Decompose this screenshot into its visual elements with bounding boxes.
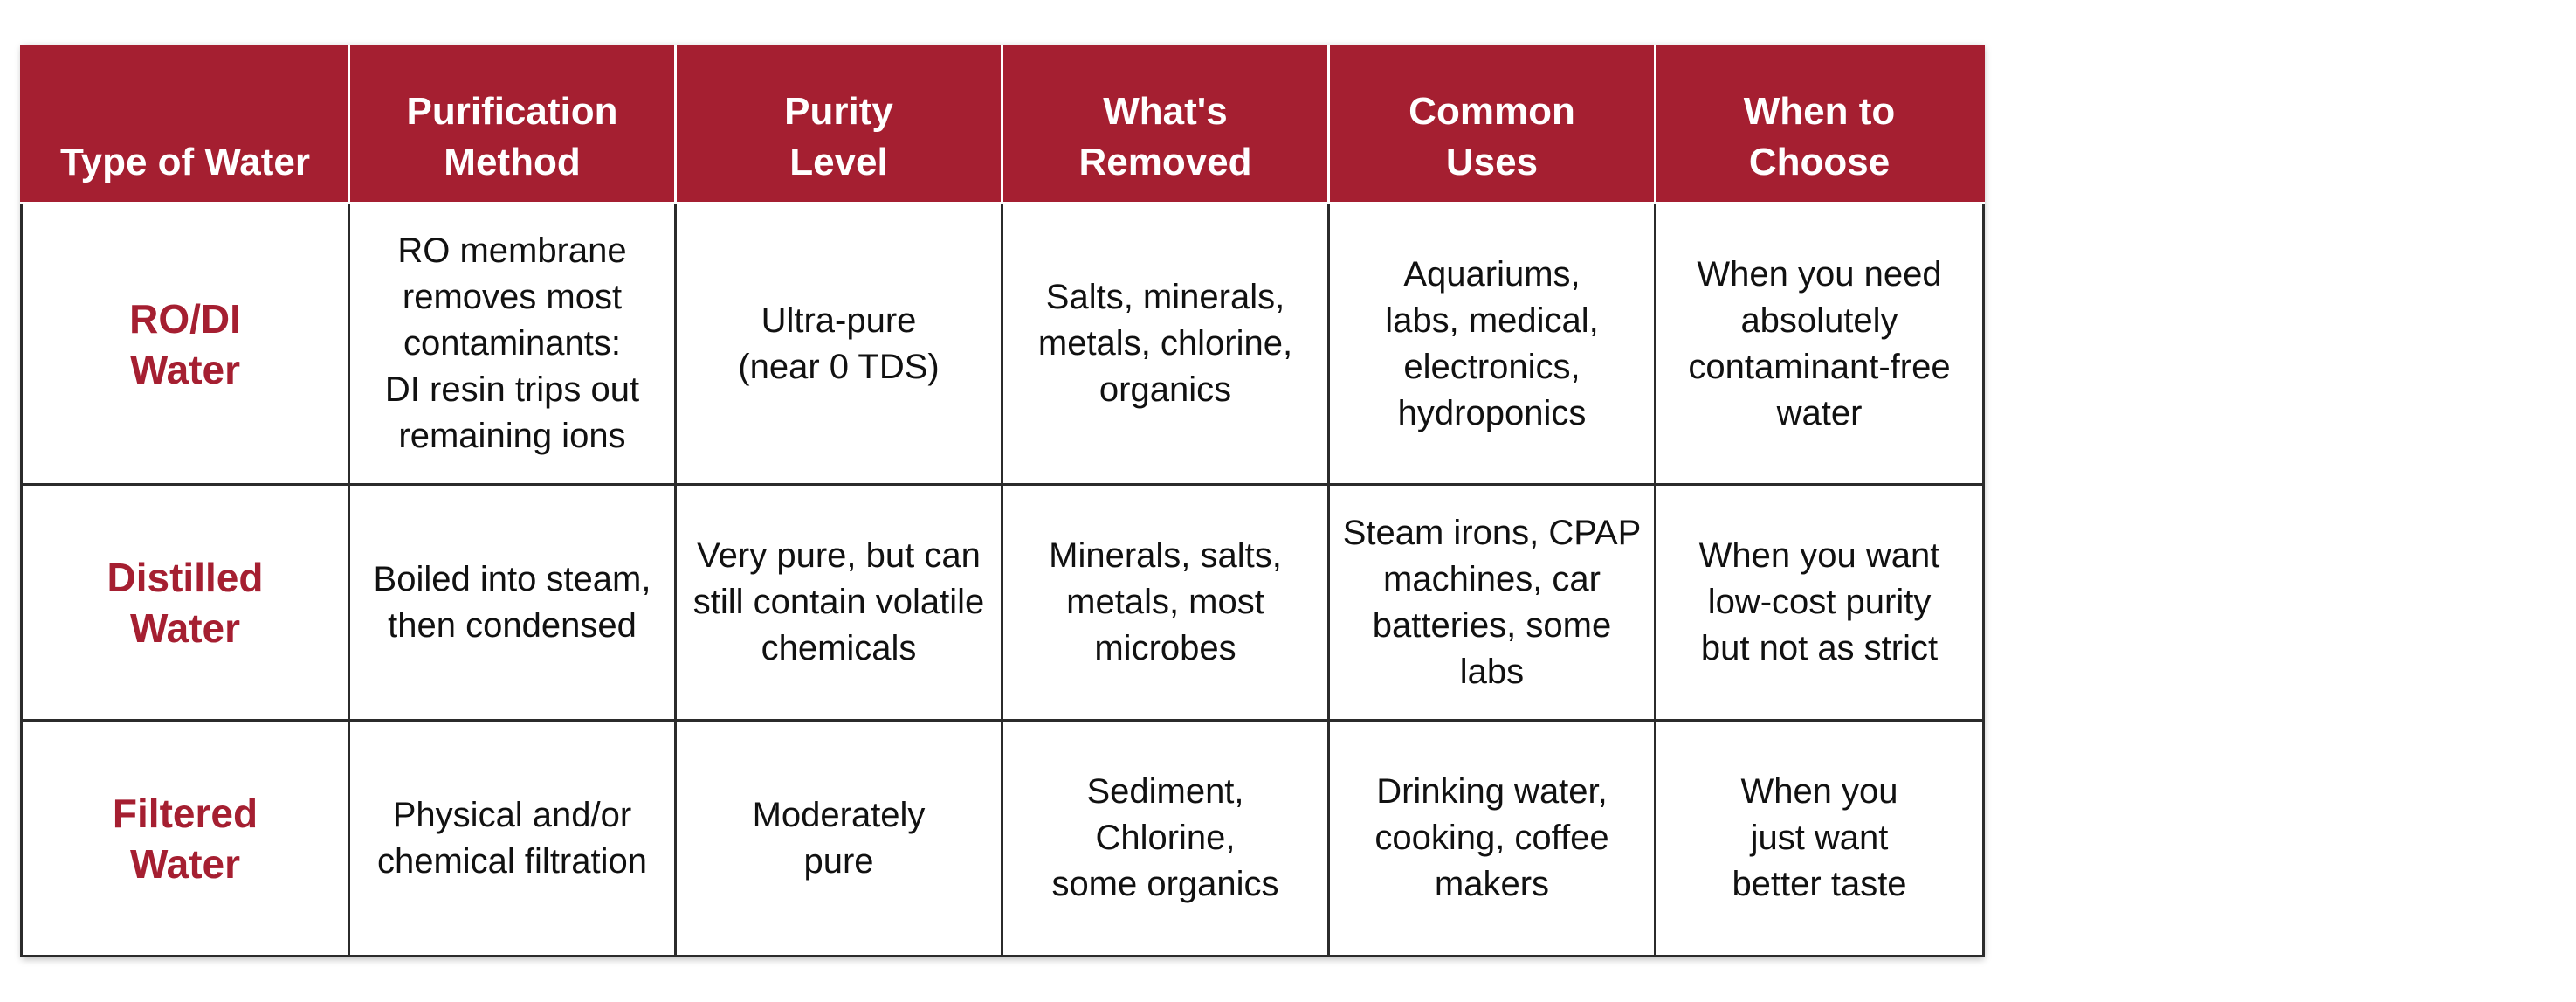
water-type-cell: Filtered Water	[20, 719, 350, 957]
water-type-cell: Distilled Water	[20, 483, 350, 722]
method-cell: RO membrane removes most contaminants: D…	[348, 202, 677, 486]
purity-cell: Very pure, but can still contain volatil…	[674, 483, 1003, 722]
comparison-table-container: Type of Water Purification Method Purity…	[20, 45, 1985, 957]
header-row: Type of Water Purification Method Purity…	[20, 45, 1985, 204]
removed-cell: Sediment, Chlorine, some organics	[1001, 719, 1330, 957]
method-cell: Physical and/or chemical filtration	[348, 719, 677, 957]
header-purity-level: Purity Level	[674, 45, 1003, 204]
purity-cell: Ultra-pure (near 0 TDS)	[674, 202, 1003, 486]
purity-cell: Moderately pure	[674, 719, 1003, 957]
header-purification-method: Purification Method	[348, 45, 677, 204]
table-row: Distilled Water Boiled into steam, then …	[20, 483, 1985, 722]
header-whats-removed: What's Removed	[1001, 45, 1330, 204]
method-cell: Boiled into steam, then condensed	[348, 483, 677, 722]
choose-cell: When you need absolutely contaminant-fre…	[1654, 202, 1985, 486]
table-row: Filtered Water Physical and/or chemical …	[20, 719, 1985, 957]
choose-cell: When you want low-cost purity but not as…	[1654, 483, 1985, 722]
water-comparison-table: Type of Water Purification Method Purity…	[20, 45, 1985, 957]
uses-cell: Steam irons, CPAP machines, car batterie…	[1327, 483, 1656, 722]
removed-cell: Minerals, salts, metals, most microbes	[1001, 483, 1330, 722]
removed-cell: Salts, minerals, metals, chlorine, organ…	[1001, 202, 1330, 486]
table-row: RO/DI Water RO membrane removes most con…	[20, 202, 1985, 486]
choose-cell: When you just want better taste	[1654, 719, 1985, 957]
uses-cell: Aquariums, labs, medical, electronics, h…	[1327, 202, 1656, 486]
uses-cell: Drinking water, cooking, coffee makers	[1327, 719, 1656, 957]
header-common-uses: Common Uses	[1327, 45, 1656, 204]
header-when-to-choose: When to Choose	[1654, 45, 1985, 204]
header-type-of-water: Type of Water	[20, 45, 350, 204]
water-type-cell: RO/DI Water	[20, 202, 350, 486]
